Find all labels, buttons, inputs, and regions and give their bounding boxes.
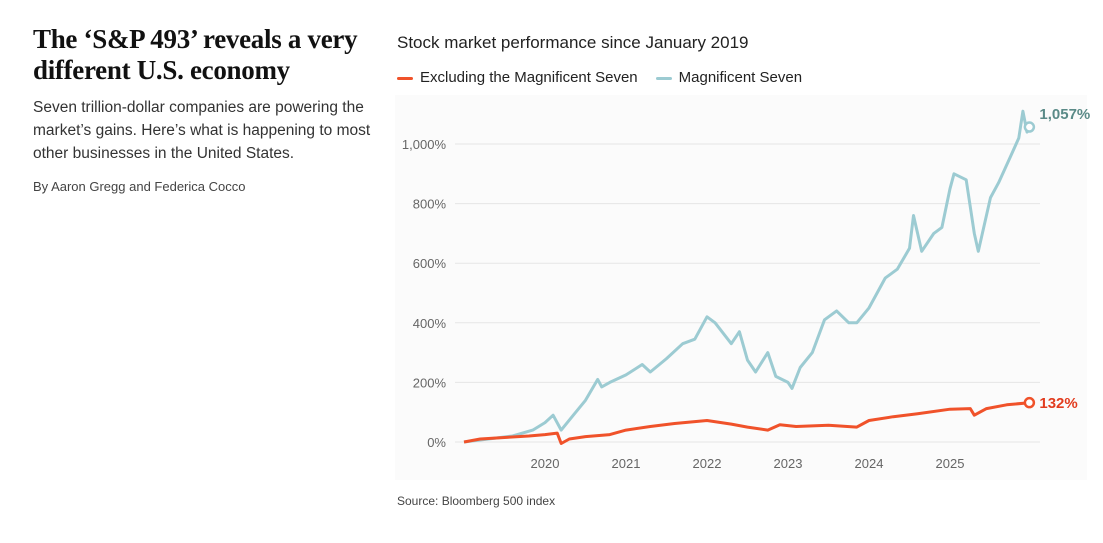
x-tick-label: 2020	[531, 456, 560, 471]
x-tick-label: 2023	[774, 456, 803, 471]
legend-item-mag7: Magnificent Seven	[655, 69, 803, 86]
end-value-label: 132%	[1039, 395, 1077, 412]
legend-swatch	[655, 76, 672, 80]
byline: By Aaron Gregg and Federica Cocco	[33, 179, 246, 194]
end-point-marker	[1023, 396, 1036, 409]
x-tick-label: 2021	[612, 456, 641, 471]
end-point-marker	[1023, 121, 1036, 133]
dek: Seven trillion-dollar companies are powe…	[33, 99, 371, 162]
series-line-ex-mag7	[463, 401, 1030, 445]
legend-label: Excluding the Magnificent Seven	[420, 69, 638, 86]
series-line-mag7	[463, 109, 1031, 444]
y-tick-label: 400%	[413, 316, 447, 331]
y-tick-label: 600%	[413, 256, 447, 271]
y-tick-label: 200%	[413, 375, 447, 390]
end-value-label: 1,057%	[1039, 106, 1090, 123]
legend: Excluding the Magnificent Seven Magnific…	[397, 69, 802, 86]
source-note: Source: Bloomberg 500 index	[397, 494, 556, 508]
y-tick-label: 800%	[413, 197, 447, 212]
x-tick-label: 2022	[693, 456, 722, 471]
plot-background	[395, 95, 1087, 480]
x-tick-label: 2025	[936, 456, 965, 471]
legend-item-ex-mag7: Excluding the Magnificent Seven	[397, 69, 638, 86]
y-tick-label: 1,000%	[402, 137, 447, 152]
headline: The ‘S&P 493’ reveals a very different U…	[33, 24, 358, 85]
legend-label: Magnificent Seven	[678, 69, 803, 86]
x-tick-label: 2024	[855, 456, 884, 471]
y-tick-label: 0%	[427, 435, 446, 450]
chart-title: Stock market performance since January 2…	[397, 33, 749, 52]
legend-swatch	[397, 76, 413, 80]
